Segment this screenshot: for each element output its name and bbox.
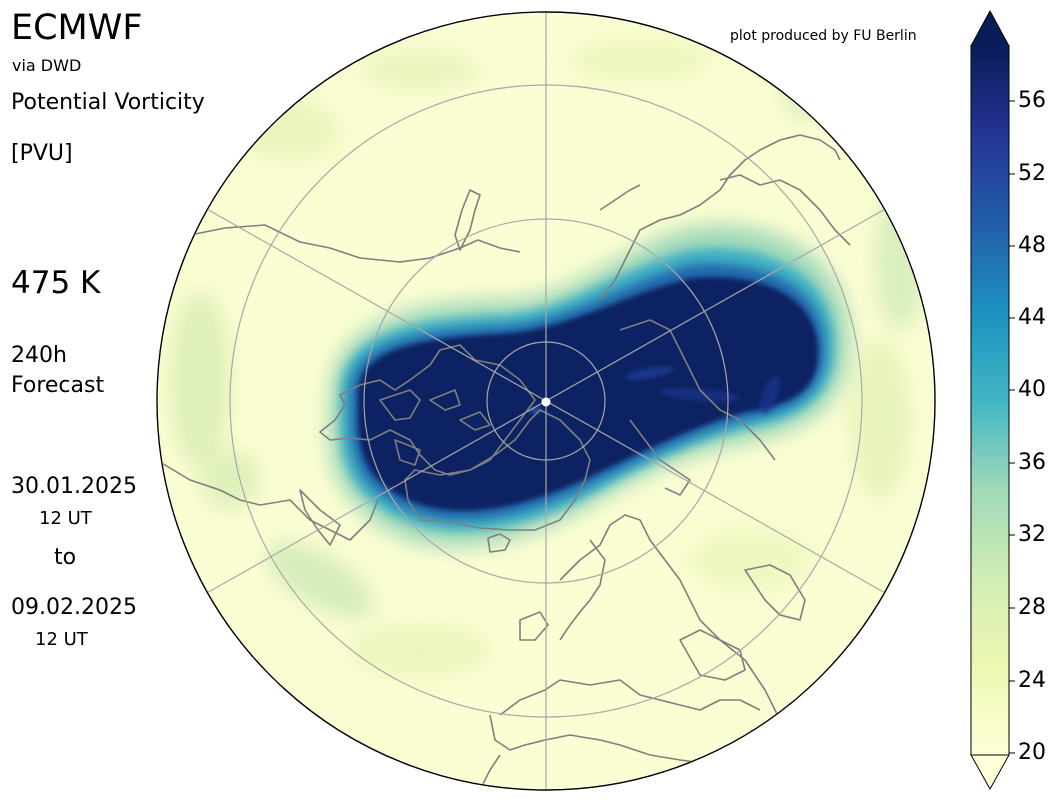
- lead-time-label: Forecast: [11, 373, 105, 398]
- colorbar-gradient: [971, 45, 1009, 756]
- colorbar-extend-max: [970, 9, 1010, 47]
- valid-time: 12 UT: [35, 629, 88, 650]
- north-pole-marker: [541, 397, 551, 407]
- polar-map: [156, 11, 936, 791]
- lead-time: 240h: [11, 343, 67, 368]
- colorbar-tick-label: 48: [1018, 233, 1046, 258]
- colorbar-tick-label: 40: [1018, 377, 1046, 402]
- valid-date: 09.02.2025: [11, 595, 137, 620]
- variable-units: [PVU]: [11, 141, 73, 166]
- colorbar-tick-label: 52: [1018, 161, 1046, 186]
- data-source: via DWD: [12, 56, 82, 75]
- colorbar-tick-label: 36: [1018, 450, 1046, 475]
- colorbar-ticks: [1009, 100, 1015, 754]
- init-date: 30.01.2025: [11, 474, 137, 499]
- colorbar-tick-label: 28: [1018, 595, 1046, 620]
- credit-text: plot produced by FU Berlin: [730, 28, 917, 44]
- model-title: ECMWF: [11, 8, 143, 48]
- variable-name: Potential Vorticity: [11, 90, 205, 115]
- coastlines: [159, 134, 851, 789]
- colorbar-tick-label: 20: [1018, 740, 1046, 765]
- init-time: 12 UT: [39, 508, 92, 529]
- colorbar: [970, 9, 1015, 791]
- colorbar-tick-label: 32: [1018, 522, 1046, 547]
- map-boundary: [156, 11, 936, 791]
- colorbar-tick-label: 56: [1018, 88, 1046, 113]
- isentropic-level: 475 K: [11, 265, 101, 301]
- colorbar-tick-label: 44: [1018, 305, 1046, 330]
- colorbar-tick-label: 24: [1018, 668, 1046, 693]
- colorbar-extend-min: [970, 754, 1010, 791]
- range-separator: to: [54, 545, 77, 570]
